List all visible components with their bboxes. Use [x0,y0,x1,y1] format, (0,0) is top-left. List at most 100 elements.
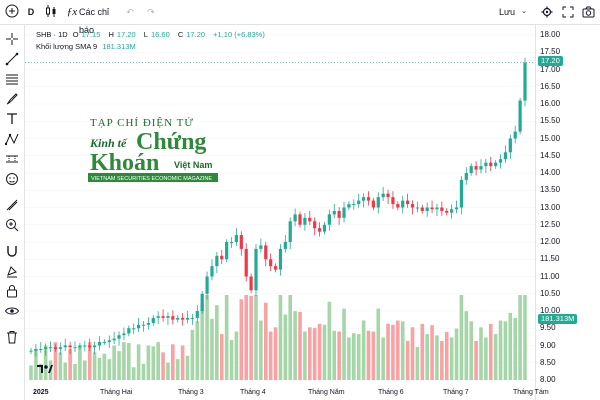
volume-bar [92,352,97,380]
price-axis-label: 11.50 [540,254,560,264]
ruler-icon[interactable] [4,197,20,213]
volume-bar [425,334,429,380]
fullscreen-icon[interactable] [561,3,575,21]
volume-bar [58,352,63,380]
volume-bar [464,311,469,380]
zoom-in-icon[interactable] [4,217,20,233]
candle-body [489,162,493,167]
candle-body [234,235,239,242]
candle-body [459,179,464,208]
volume-bar [440,340,444,380]
volume-bar [249,295,253,380]
candle-body [73,347,77,349]
candle-body [440,207,444,211]
candle-body [366,197,371,201]
candle-body [122,333,126,336]
volume-bar [53,342,58,380]
volume-bar [127,343,131,380]
emoji-icon[interactable] [4,171,20,187]
price-axis-label: 16.50 [540,81,561,91]
volume-bar [83,360,87,380]
volume-bar [430,325,434,380]
time-axis-label: Tháng 6 [378,389,404,396]
price-axis-label: 14.00 [540,168,561,177]
tradingview-logo-icon[interactable] [36,362,54,374]
volume-bar [518,295,522,380]
volume-bar [107,359,112,380]
lock-icon[interactable] [4,283,20,299]
camera-icon[interactable] [581,3,595,21]
eye-icon[interactable] [4,303,20,319]
volume-bar [400,321,405,380]
price-axis[interactable]: 18.00 17.50 17.00 16.50 16.00 15.50 15.00 14.50… [535,25,600,400]
candle-body [161,316,165,318]
price-axis-label: 15.50 [540,116,561,126]
candle-body [34,348,38,351]
candle-body [190,317,195,319]
candle-body [410,204,415,208]
volume-bar [244,295,249,380]
text-tool-icon[interactable] [4,111,20,127]
candle-body [244,248,248,277]
time-axis-label: Tháng Tám [513,389,549,396]
volume-bar [488,323,493,380]
candle-body [435,207,439,210]
volume-value: 181.313M [102,42,136,51]
gear-icon[interactable] [540,3,554,21]
volume-bar [283,314,288,380]
watermark-line2a: Kinh tế [89,136,128,150]
chevron-down-icon[interactable]: ⌄ [521,8,527,15]
volume-bar [493,334,498,380]
volume-bar [63,362,68,380]
candle-body [215,255,219,267]
volume-bar [151,346,156,380]
trash-icon[interactable] [4,329,20,345]
price-axis-label: 12.50 [540,219,561,229]
volume-bar [356,334,361,380]
candle-body [229,242,234,243]
brush-icon[interactable] [4,91,20,107]
volume-bar [317,323,322,380]
candle-body [146,323,150,325]
volume-bar [210,318,214,380]
indicators-button[interactable]: Các chỉ báo [79,7,110,35]
volume-bar [112,345,116,380]
candle-body [508,138,512,153]
undo-icon[interactable]: ↶ [126,7,134,17]
price-chart[interactable] [25,25,535,400]
candle-body [29,350,33,352]
volume-bar [200,303,204,380]
redo-icon[interactable]: ↷ [147,7,155,17]
symbol-label[interactable]: SHB · 1D [36,30,68,39]
candles-icon[interactable] [44,3,58,21]
candle-body [313,221,317,229]
volume-bar [347,337,351,380]
candle-body [464,173,468,180]
lock-drawings-icon[interactable] [4,263,20,279]
add-symbol-icon[interactable] [4,3,20,21]
candle-body [352,204,356,206]
price-axis-label: 12.00 [540,237,561,246]
save-button[interactable]: Lưu [498,7,516,17]
candle-body [283,242,287,249]
candle-body [44,347,48,349]
price-axis-label: 11.00 [540,271,560,281]
change-value: +1.10 (+6.83%) [213,30,265,39]
horizontal-lines-icon[interactable] [4,71,20,87]
trend-line-icon[interactable] [4,51,20,67]
candle-body [225,242,229,260]
candle-body [68,345,72,348]
magnet-icon[interactable] [4,243,20,259]
volume-bar [166,362,170,380]
volume-bar [273,327,278,380]
volume-bar [410,327,415,380]
open-value: O 17.15 [72,30,101,39]
prediction-icon[interactable] [4,151,20,167]
price-axis-label: 17.00 [540,64,561,74]
crosshair-icon[interactable] [4,31,20,47]
last-price-tag: 17.20 [538,56,563,66]
candle-body [386,193,390,198]
pattern-icon[interactable] [4,131,20,147]
interval-button[interactable]: D [27,7,35,17]
volume-bar [307,327,312,380]
